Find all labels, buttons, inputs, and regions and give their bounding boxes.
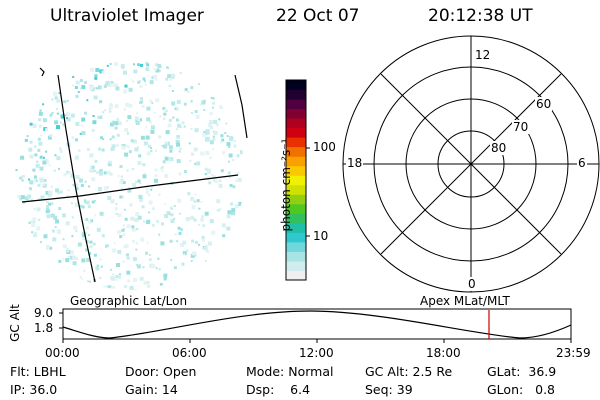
y-tick-9: 9.0 (34, 306, 54, 320)
lat-label-60: 60 (535, 97, 553, 111)
timeline-y-axis-label: GC Alt (8, 304, 22, 342)
colorbar-band (286, 80, 306, 91)
colorbar-band (286, 165, 306, 176)
glat-status: GLat: 36.9 (487, 364, 557, 379)
lat-label-80: 80 (490, 141, 508, 155)
mlt-label-18: 18 (346, 156, 364, 170)
instrument-title: Ultraviolet Imager (50, 6, 204, 26)
polar-plot (342, 35, 600, 293)
colorbar-band (286, 108, 306, 119)
colorbar-band (286, 270, 306, 281)
colorbar-band (286, 194, 306, 205)
parallel-line (21, 174, 239, 203)
x-tick-label: 06:00 (172, 346, 207, 360)
colorbar-band (286, 175, 306, 186)
colorbar-band (286, 184, 306, 195)
colorbar-band (286, 222, 306, 233)
coast-fragment-right (234, 74, 248, 139)
filter-status: Flt: LBHL (10, 364, 66, 379)
altitude-curve (62, 310, 572, 339)
mode-status: Mode: Normal (246, 364, 334, 379)
glon-status: GLon: 0.8 (487, 382, 556, 397)
date-label: 22 Oct 07 (276, 6, 360, 26)
colorbar-band (286, 241, 306, 252)
colorbar-tick-10: 10 (313, 229, 329, 243)
coast-fragment (39, 67, 45, 77)
door-status: Door: Open (125, 364, 197, 379)
x-tick-label: 12:00 (299, 346, 334, 360)
y-tick-1-8: 1.8 (34, 321, 54, 335)
x-tick-label: 18:00 (426, 346, 461, 360)
ip-status: IP: 36.0 (10, 382, 58, 397)
imager-image (15, 61, 248, 290)
colorbar-band (286, 251, 306, 262)
colorbar-band (286, 127, 306, 138)
lat-label-70: 70 (512, 120, 530, 134)
colorbar-band (286, 232, 306, 243)
x-tick-label: 00:00 (45, 346, 80, 360)
colorbar-band (286, 137, 306, 148)
timeline-plot (59, 308, 572, 343)
colorbar-band (286, 99, 306, 110)
colorbar (285, 79, 310, 281)
seq-status: Seq: 39 (365, 382, 413, 397)
timeline-right-caption: Apex MLat/MLT (420, 294, 510, 308)
mlt-label-0: 0 (467, 277, 477, 291)
colorbar-band (286, 260, 306, 271)
colorbar-tick-100: 100 (313, 140, 336, 154)
colorbar-band (286, 203, 306, 214)
time-label: 20:12:38 UT (428, 6, 533, 26)
colorbar-frame (285, 79, 307, 281)
colorbar-band (286, 118, 306, 129)
colorbar-band (286, 89, 306, 100)
colorbar-band (286, 213, 306, 224)
gc-alt-status: GC Alt: 2.5 Re (365, 364, 453, 379)
colorbar-unit-label: photon cm⁻²s⁻¹ (279, 138, 293, 232)
mlt-label-6: 6 (577, 156, 587, 170)
x-tick-label: 23:59 (556, 346, 591, 360)
polar-diagonal-2 (380, 73, 562, 255)
gain-status: Gain: 14 (125, 382, 178, 397)
colorbar-band (286, 156, 306, 167)
timeline-left-caption: Geographic Lat/Lon (70, 294, 188, 308)
dsp-status: Dsp: 6.4 (246, 382, 311, 397)
mlt-label-12: 12 (474, 48, 492, 62)
meridian-line (57, 74, 96, 283)
colorbar-band (286, 146, 306, 157)
